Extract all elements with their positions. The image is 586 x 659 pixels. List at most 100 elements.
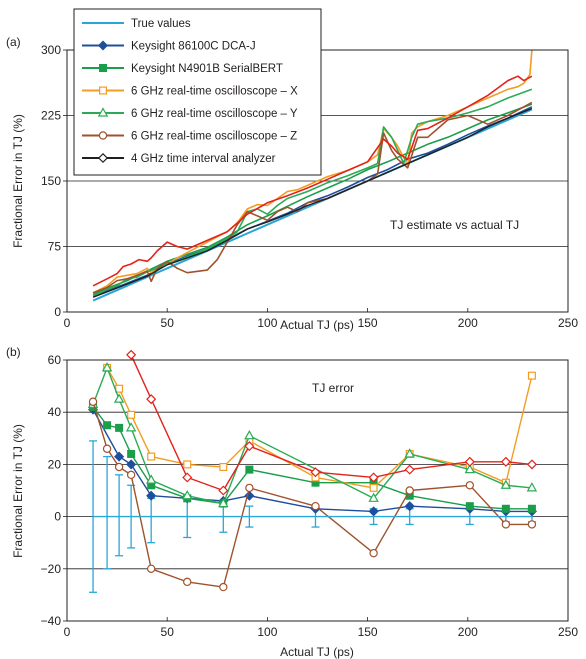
point-osc_x-8 xyxy=(369,483,378,492)
plot-frame-b xyxy=(66,359,569,622)
legend-entry-0: True values xyxy=(82,18,191,30)
x-ticks-a: 0 50 100 150 200 250 xyxy=(64,308,578,330)
legend-entry-5: 6 GHz real-time oscilloscope – Z xyxy=(82,131,297,143)
point-osc_z-2 xyxy=(114,462,124,472)
point-osc_z-1 xyxy=(102,444,112,453)
legend-box xyxy=(73,8,322,176)
point-red-5 xyxy=(310,467,321,478)
y-ticks-b: −40 −20 0 20 40 60 xyxy=(41,353,67,628)
x-ticks-b: 0 50 100 150 200 250 xyxy=(64,617,578,639)
point-serialbert-11 xyxy=(465,502,474,511)
x-tick-label-a-0: 0 xyxy=(64,316,71,330)
point-red-6 xyxy=(368,472,379,483)
legend-label-6: 4 GHz time interval analyzer xyxy=(131,153,276,165)
point-osc_y-9 xyxy=(404,448,415,458)
point-osc_y-12 xyxy=(526,482,538,492)
y-tick-label-b-0: 0 xyxy=(54,510,61,524)
point-osc_z-3 xyxy=(126,470,136,480)
legend-label-5: 6 GHz real-time oscilloscope – Z xyxy=(131,131,297,143)
point-osc_z-12 xyxy=(501,520,511,529)
legend-entry-1: Keysight 86100C DCA-J xyxy=(82,40,256,53)
series-line-serialbert-a xyxy=(92,103,533,296)
chart-panel-a: (a) 0 50 100 150 200 250 0 75 150 225 300 Actual … xyxy=(6,8,578,332)
y-axis-label-a: Fractional Error in TJ (%) xyxy=(11,114,25,248)
x-axis-label-a: Actual TJ (ps) xyxy=(280,318,354,332)
y-axis-label-b: Fractional Error in TJ (%) xyxy=(11,424,25,558)
y-tick-label-a-0: 0 xyxy=(54,305,61,319)
annotation-b: TJ error xyxy=(312,381,354,395)
point-osc_y-10 xyxy=(464,463,476,474)
point-serialbert-1 xyxy=(103,421,112,430)
point-osc_z-4 xyxy=(146,564,156,574)
point-osc_z-0 xyxy=(88,397,98,406)
series-osc_z-b xyxy=(88,397,537,592)
x-tick-label-b-200: 200 xyxy=(458,625,478,639)
y-tick-label-b--20: −20 xyxy=(41,562,62,576)
point-osc_y-4 xyxy=(145,474,157,484)
legend-marker-5 xyxy=(98,131,108,140)
point-osc_y-7 xyxy=(244,429,255,440)
x-tick-label-b-0: 0 xyxy=(64,625,71,639)
point-red-9 xyxy=(500,456,511,467)
x-tick-label-a-100: 100 xyxy=(257,316,277,330)
point-keysight_dca-2 xyxy=(126,459,137,470)
y-ticks-a: 0 75 150 225 300 xyxy=(41,43,67,319)
point-serialbert-3 xyxy=(127,449,136,458)
point-osc_z-6 xyxy=(219,582,228,592)
legend-marker-2 xyxy=(98,63,107,72)
legend: True values Keysight 86100C DCA-J Keysight… xyxy=(73,8,322,176)
point-osc_x-2 xyxy=(127,410,136,419)
legend-entry-6: 4 GHz time interval analyzer xyxy=(82,152,276,165)
legend-entry-4: 6 GHz real-time oscilloscope – Y xyxy=(82,107,298,120)
true-value-errorbars xyxy=(89,440,536,593)
series-osc_y-b xyxy=(87,362,538,508)
point-osc_x-4 xyxy=(183,460,192,469)
point-osc_z-8 xyxy=(311,501,320,511)
y-tick-label-b-60: 60 xyxy=(48,353,62,367)
point-serialbert-12 xyxy=(501,504,510,513)
point-red-10 xyxy=(526,459,537,470)
x-tick-label-a-50: 50 xyxy=(161,316,175,330)
legend-label-4: 6 GHz real-time oscilloscope – Y xyxy=(131,108,298,120)
y-tick-label-b-40: 40 xyxy=(48,405,62,419)
legend-label-2: Keysight N4901B SerialBERT xyxy=(131,63,283,75)
point-osc_z-9 xyxy=(369,548,378,558)
series-osc_y-a xyxy=(92,88,533,298)
y-tick-label-a-300: 300 xyxy=(41,43,61,57)
point-keysight_dca-8 xyxy=(368,506,379,517)
series-line-tia-a xyxy=(92,107,533,298)
panel-label-b: (b) xyxy=(6,345,21,359)
point-red-2 xyxy=(182,472,193,483)
point-osc_z-13 xyxy=(527,520,537,529)
point-osc_y-3 xyxy=(125,422,137,432)
series-line-osc_y-a xyxy=(92,88,533,298)
grid-lines-b xyxy=(67,411,568,570)
x-tick-label-a-200: 200 xyxy=(458,316,478,330)
point-osc_x-5 xyxy=(219,463,228,472)
point-osc_z-7 xyxy=(245,483,254,493)
legend-label-1: Keysight 86100C DCA-J xyxy=(131,41,256,53)
x-axis-label-b: Actual TJ (ps) xyxy=(280,645,354,659)
point-red-3 xyxy=(218,485,229,496)
x-tick-label-b-250: 250 xyxy=(558,625,578,639)
y-tick-label-a-150: 150 xyxy=(41,174,61,188)
series-red-a xyxy=(92,75,533,287)
y-tick-label-b-20: 20 xyxy=(48,457,62,471)
legend-marker-3 xyxy=(98,86,107,95)
series-serialbert-a xyxy=(92,103,533,296)
point-osc_z-5 xyxy=(183,577,192,587)
series-tia-a xyxy=(92,107,533,298)
x-tick-label-b-50: 50 xyxy=(161,625,175,639)
point-osc_x-3 xyxy=(147,452,156,461)
legend-marker-1 xyxy=(97,40,109,51)
point-serialbert-13 xyxy=(527,504,536,513)
legend-marker-4 xyxy=(97,107,109,117)
x-tick-label-b-150: 150 xyxy=(358,625,378,639)
y-tick-label-a-75: 75 xyxy=(48,240,62,254)
legend-entry-2: Keysight N4901B SerialBERT xyxy=(82,63,283,75)
point-red-7 xyxy=(404,464,415,475)
point-serialbert-2 xyxy=(115,423,124,432)
x-tick-label-a-150: 150 xyxy=(358,316,378,330)
series-line-red-a xyxy=(92,75,533,287)
series-line-serialbert-b xyxy=(92,406,532,510)
